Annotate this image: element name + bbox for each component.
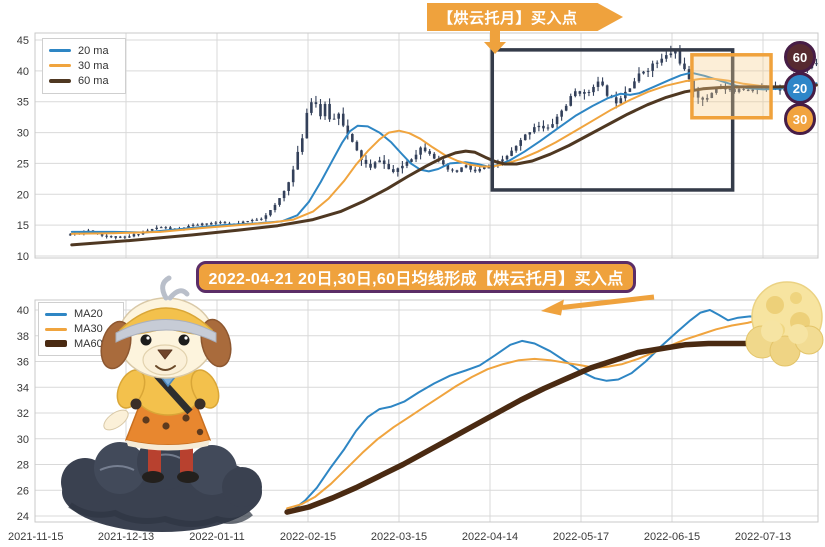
buy-point-banner-text: 【烘云托月】买入点: [438, 9, 578, 27]
svg-text:38: 38: [17, 331, 29, 343]
ma60-badge: 60: [784, 41, 816, 73]
ma30-badge-label: 30: [792, 111, 808, 127]
ma30-badge: 30: [784, 103, 816, 135]
orange-highlight-box: [690, 53, 773, 120]
svg-text:2022-05-17: 2022-05-17: [553, 531, 609, 543]
svg-text:20: 20: [17, 189, 29, 201]
svg-text:2022-04-14: 2022-04-14: [462, 531, 518, 543]
svg-text:26: 26: [17, 485, 29, 497]
ma30-line: [286, 318, 765, 510]
svg-text:2021-12-13: 2021-12-13: [98, 531, 154, 543]
moon-clouds-illustration: [745, 281, 824, 367]
svg-text:2021-11-15: 2021-11-15: [8, 531, 63, 543]
legend-item-20-ma: 20 ma: [49, 43, 117, 58]
ma20-line: [292, 309, 765, 511]
20-ma-swatch-icon: [49, 49, 71, 53]
legend-label: MA30: [74, 323, 103, 335]
svg-text:15: 15: [17, 220, 29, 232]
pointer-arrow-icon: [541, 294, 655, 316]
60-ma-swatch-icon: [49, 79, 71, 84]
legend-label: 60 ma: [78, 75, 109, 88]
legend-label: 20 ma: [78, 44, 109, 57]
legend-item-30-ma: 30 ma: [49, 58, 117, 73]
down-arrow-icon: [484, 30, 506, 54]
60-ma-line: [70, 83, 818, 247]
legend-label: 30 ma: [78, 59, 109, 72]
svg-text:2022-03-15: 2022-03-15: [371, 531, 427, 543]
svg-text:10: 10: [17, 251, 29, 263]
svg-text:30: 30: [17, 128, 29, 140]
30-ma-swatch-icon: [49, 64, 71, 68]
top-chart-legend: 20 ma 30 ma 60 ma: [42, 38, 126, 94]
ma30-swatch-icon: [45, 327, 67, 331]
ma20-swatch-icon: [45, 312, 67, 316]
svg-text:34: 34: [17, 382, 29, 394]
pattern-description-banner: 2022-04-21 20日,30日,60日均线形成【烘云托月】买入点: [196, 261, 636, 293]
ma20-badge: 20: [784, 72, 816, 104]
legend-label: MA60: [74, 337, 103, 350]
pattern-range-box: [490, 48, 735, 192]
svg-text:2022-06-15: 2022-06-15: [644, 531, 700, 543]
legend-item-60-ma: 60 ma: [49, 74, 117, 89]
svg-text:35: 35: [17, 97, 29, 109]
svg-text:30: 30: [17, 434, 29, 446]
30-ma-line: [70, 77, 818, 235]
svg-text:45: 45: [17, 35, 29, 47]
dog-mascot-illustration: [61, 275, 262, 532]
legend-item-ma30: MA30: [45, 322, 115, 337]
svg-text:28: 28: [17, 460, 29, 472]
svg-text:24: 24: [17, 511, 29, 523]
svg-text:40: 40: [17, 66, 29, 78]
legend-label: MA20: [74, 308, 103, 321]
20-ma-line: [70, 71, 818, 234]
ma60-badge-label: 60: [792, 49, 808, 65]
pattern-description-text: 2022-04-21 20日,30日,60日均线形成【烘云托月】买入点: [208, 271, 624, 288]
svg-text:2022-07-13: 2022-07-13: [735, 531, 791, 543]
svg-text:2022-01-11: 2022-01-11: [189, 531, 244, 543]
svg-text:36: 36: [17, 357, 29, 369]
ma-zoom-view-y-axis-labels: 40 38 36 34 32 30 28 26 24: [17, 305, 29, 523]
ma60-swatch-icon: [45, 340, 67, 347]
daily-price-with-mas-y-axis-labels: 45 40 35 30 25 20 15 10: [17, 35, 29, 263]
buy-point-banner: 【烘云托月】买入点: [427, 3, 623, 31]
daily-price-with-mas-grid: [34, 32, 819, 259]
svg-text:40: 40: [17, 305, 29, 317]
svg-text:32: 32: [17, 408, 29, 420]
x-axis-labels: 2021-11-15 2021-12-13 2022-01-11 2022-02-15…: [8, 531, 791, 543]
ma60-line: [284, 339, 782, 515]
ma20-badge-label: 20: [792, 80, 808, 96]
svg-text:25: 25: [17, 158, 29, 170]
legend-item-ma60: MA60: [45, 336, 115, 351]
legend-item-ma20: MA20: [45, 307, 115, 322]
svg-text:2022-02-15: 2022-02-15: [280, 531, 336, 543]
